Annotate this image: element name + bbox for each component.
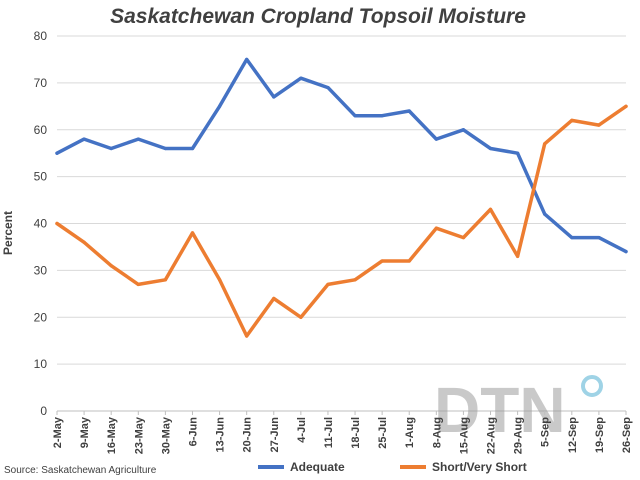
dtn-logo-dot <box>581 375 603 397</box>
x-tick-label: 2-May <box>52 416 64 448</box>
x-tick-label: 12-Sep <box>567 417 579 453</box>
x-tick-label: 1-Aug <box>404 417 416 448</box>
data-point <box>488 146 493 151</box>
dtn-logo-text: DTN <box>434 374 566 446</box>
data-point <box>461 128 466 132</box>
chart-title: Saskatchewan Cropland Topsoil Moisture <box>110 5 526 28</box>
data-point <box>109 146 113 151</box>
data-point <box>136 282 140 287</box>
dtn-logo: DTN <box>434 374 603 446</box>
source-note: Source: Saskatchewan Agriculture <box>4 465 157 476</box>
x-tick-label: 13-Jun <box>215 417 227 453</box>
data-point <box>82 137 86 141</box>
legend-label: Adequate <box>290 460 345 474</box>
data-point <box>624 250 628 254</box>
gridlines <box>57 35 626 412</box>
y-tick-label: 80 <box>34 29 48 43</box>
y-axis-label: Percent <box>1 211 15 255</box>
y-tick-label: 60 <box>34 123 48 137</box>
data-point <box>380 259 384 263</box>
data-point <box>326 85 330 90</box>
data-point <box>299 76 303 80</box>
x-tick-label: 22-Aug <box>486 417 498 454</box>
y-tick-label: 50 <box>34 170 48 184</box>
data-point <box>163 278 167 282</box>
x-tick-label: 11-Jul <box>323 417 335 448</box>
x-tick-label: 5-Sep <box>540 417 552 447</box>
data-point <box>461 235 466 240</box>
x-tick-label: 15-Aug <box>458 417 470 454</box>
y-tick-label: 10 <box>34 357 48 371</box>
data-point <box>353 114 357 118</box>
data-point <box>380 114 384 118</box>
x-tick-label: 27-Jun <box>269 417 281 453</box>
x-tick-label: 9-May <box>79 416 91 448</box>
series-line-adequate <box>55 57 628 254</box>
data-point <box>516 254 520 258</box>
y-tick-label: 30 <box>34 263 48 277</box>
data-point <box>82 240 86 244</box>
data-point <box>570 118 574 122</box>
data-point <box>353 278 357 282</box>
data-point <box>217 278 222 282</box>
data-point <box>136 137 140 141</box>
data-point <box>272 95 276 99</box>
y-tick-label: 20 <box>34 310 48 324</box>
data-point <box>434 137 438 141</box>
y-tick-labels: 0 10 20 30 40 50 60 70 80 <box>34 29 48 418</box>
x-tick-label: 25-Jul <box>377 417 389 449</box>
x-tick-label: 29-Aug <box>513 417 525 454</box>
data-point <box>299 315 303 319</box>
data-point <box>624 104 628 108</box>
x-tick-label: 4-Jul <box>296 417 308 443</box>
data-point <box>407 109 411 113</box>
x-tick-label: 8-Aug <box>431 417 443 448</box>
data-point <box>597 123 601 127</box>
x-tick-label: 20-Jun <box>242 417 254 453</box>
data-point <box>217 104 222 108</box>
data-point <box>516 151 520 155</box>
data-point <box>272 296 276 301</box>
data-point <box>543 142 547 146</box>
x-tick-labels: 2-May 9-May 16-May 23-May 30-May 6-Jun 13-Jun 2… <box>52 411 633 454</box>
series-lines <box>55 57 628 338</box>
x-tick-label: 19-Sep <box>594 417 606 453</box>
x-tick-label: 30-May <box>160 416 172 454</box>
data-point <box>55 151 59 155</box>
legend-label: Short/Very Short <box>432 460 527 474</box>
x-tick-label: 6-Jun <box>187 417 199 447</box>
data-point <box>55 221 59 226</box>
data-point <box>543 212 547 216</box>
data-point <box>245 57 249 62</box>
x-tick-label: 23-May <box>133 416 145 454</box>
data-point <box>190 146 195 151</box>
data-point <box>109 264 113 268</box>
x-tick-label: 16-May <box>106 416 118 454</box>
data-point <box>163 146 167 151</box>
legend: Adequate Short/Very Short <box>258 460 527 474</box>
data-point <box>570 235 574 240</box>
data-point <box>488 207 493 212</box>
data-point <box>326 282 330 287</box>
data-point <box>434 226 438 230</box>
y-tick-label: 0 <box>40 404 47 418</box>
series-line-short-very-short <box>55 104 628 338</box>
x-tick-label: 18-Jul <box>350 417 362 449</box>
y-tick-label: 40 <box>34 217 48 231</box>
y-tick-label: 70 <box>34 76 48 90</box>
data-point <box>190 231 195 235</box>
data-point <box>597 235 601 240</box>
data-point <box>245 334 249 338</box>
x-tick-label: 26-Sep <box>621 417 633 453</box>
data-point <box>407 259 411 263</box>
